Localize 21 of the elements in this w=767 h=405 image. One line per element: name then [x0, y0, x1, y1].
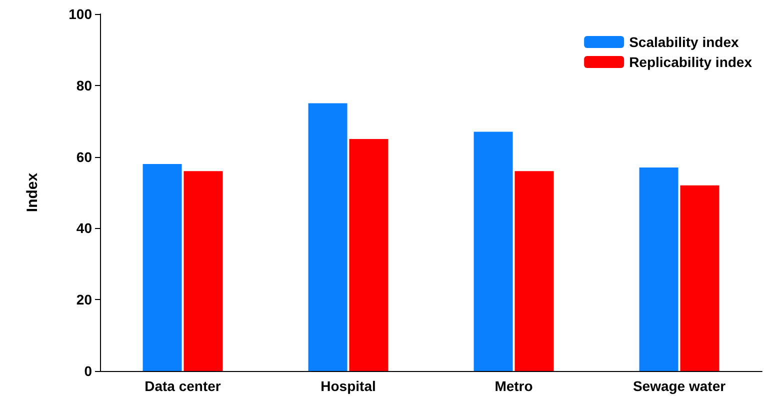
legend-label: Replicability index [629, 54, 752, 70]
x-tick-label: Metro [494, 378, 533, 394]
bar [349, 138, 388, 371]
bar [474, 132, 513, 371]
bar [184, 171, 223, 371]
bar [680, 185, 720, 371]
bar [142, 164, 182, 371]
y-axis-title: Index [24, 172, 41, 212]
bar [308, 103, 348, 371]
legend-label: Scalability index [629, 34, 739, 50]
x-tick-label: Data center [144, 378, 222, 394]
bar [639, 168, 678, 371]
x-tick-label: Sewage water [632, 378, 726, 394]
y-tick-label: 20 [76, 292, 92, 308]
y-tick-label: 0 [84, 363, 92, 379]
y-tick-label: 60 [76, 148, 92, 165]
y-tick-label: 80 [76, 77, 92, 94]
x-tick-label: Hospital [320, 378, 376, 394]
y-tick-label: 100 [68, 6, 92, 22]
y-tick-label: 40 [76, 220, 92, 236]
bar [514, 171, 554, 371]
